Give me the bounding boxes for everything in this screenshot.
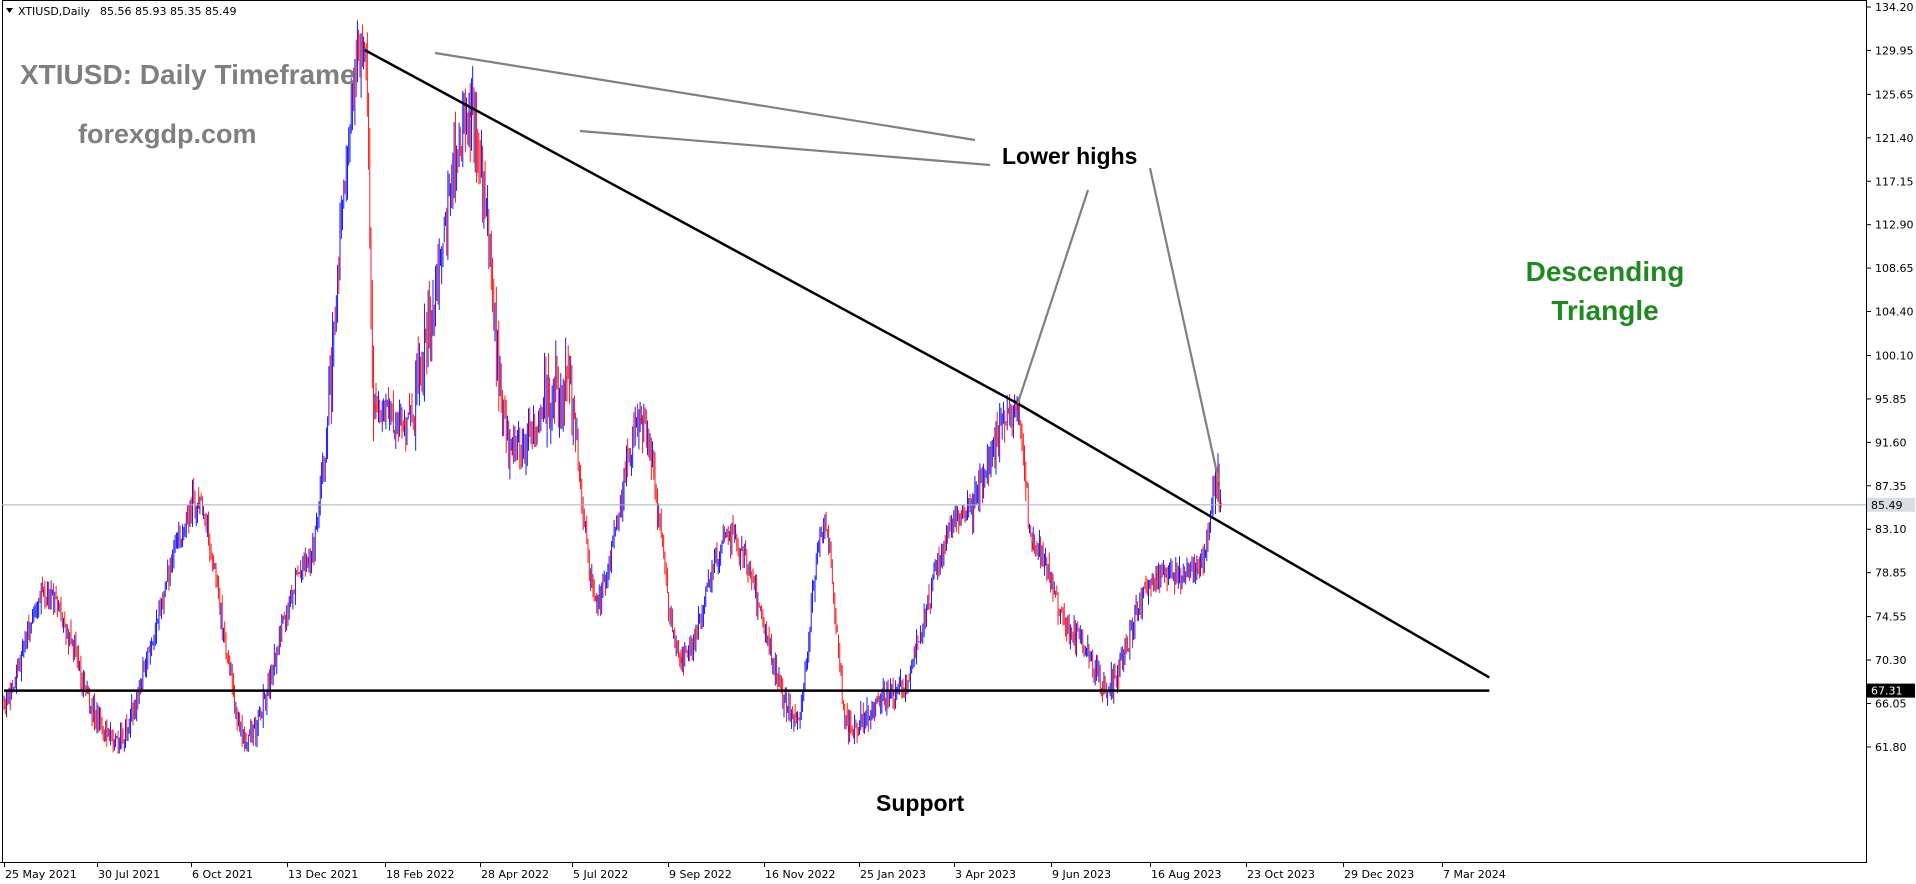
time-tick-label: 29 Dec 2023	[1344, 868, 1414, 881]
price-tick-label: 117.15	[1875, 175, 1914, 188]
price-tick-label: 78.85	[1875, 567, 1907, 580]
support-price-tag-label: 67.31	[1871, 685, 1903, 698]
current-price-tag-label: 85.49	[1871, 499, 1903, 512]
chart-menu-triangle-icon[interactable]	[6, 8, 13, 13]
support-label: Support	[876, 790, 964, 816]
price-tick-label: 125.65	[1875, 88, 1914, 101]
lower-high-pointer	[579, 129, 991, 167]
price-tick-label: 74.55	[1875, 611, 1907, 624]
time-tick-label: 25 Jan 2023	[860, 868, 926, 881]
price-tick-label: 121.40	[1875, 132, 1914, 145]
price-tick-label: 83.10	[1875, 523, 1907, 536]
time-tick-label: 18 Feb 2022	[386, 868, 454, 881]
watermark-site: forexgdp.com	[78, 119, 257, 149]
price-tags: 85.49 67.31	[1867, 497, 1915, 698]
price-tick-label: 108.65	[1875, 262, 1914, 275]
chart-symbol: XTIUSD,Daily	[18, 5, 91, 18]
trendline-layer	[2, 48, 1866, 692]
current-price-tag	[1867, 497, 1915, 512]
candlestick-series	[3, 20, 1222, 755]
price-tick-label: 70.30	[1875, 654, 1907, 667]
price-tick-label: 95.85	[1875, 393, 1907, 406]
time-tick-label: 7 Mar 2024	[1443, 868, 1506, 881]
price-tick-label: 104.40	[1875, 306, 1914, 319]
pointer-lines	[434, 51, 1221, 483]
support-price-tag	[1867, 683, 1915, 698]
price-tick-label: 100.10	[1875, 350, 1914, 363]
chart-ohlc: 85.56 85.93 85.35 85.49	[100, 5, 236, 18]
time-tick-label: 23 Oct 2023	[1247, 868, 1315, 881]
time-tick-label: 16 Nov 2022	[765, 868, 835, 881]
time-axis: 25 May 2021 30 Jul 2021 6 Oct 2021 13 Dec 2…	[4, 862, 1506, 881]
time-tick-label: 9 Jun 2023	[1052, 868, 1111, 881]
price-tick-label: 66.05	[1875, 697, 1907, 710]
lower-highs-label: Lower highs	[1002, 143, 1137, 169]
pattern-label-line2: Triangle	[1551, 295, 1658, 326]
time-tick-label: 16 Aug 2023	[1151, 868, 1221, 881]
time-tick-label: 30 Jul 2021	[98, 868, 160, 881]
watermark-title: XTIUSD: Daily Timeframe	[20, 59, 356, 90]
time-tick-label: 28 Apr 2022	[481, 868, 549, 881]
price-tick-label: 61.80	[1875, 741, 1907, 754]
time-tick-label: 5 Jul 2022	[573, 868, 628, 881]
descending-resistance-line[interactable]	[363, 48, 1490, 679]
lower-high-pointer	[434, 51, 976, 142]
price-tick-label: 134.20	[1875, 1, 1914, 14]
pattern-label-line1: Descending	[1526, 256, 1685, 287]
time-tick-label: 3 Apr 2023	[955, 868, 1016, 881]
price-tick-label: 129.95	[1875, 44, 1914, 57]
time-tick-label: 13 Dec 2021	[288, 868, 358, 881]
price-tick-label: 87.35	[1875, 480, 1907, 493]
time-tick-label: 9 Sep 2022	[669, 868, 732, 881]
price-tick-label: 112.90	[1875, 219, 1914, 232]
price-axis: 134.20 129.95 125.65 121.40 117.15 112.90 108.…	[1866, 1, 1914, 754]
lower-high-pointer	[1016, 189, 1090, 404]
time-tick-label: 25 May 2021	[5, 868, 77, 881]
price-tick-label: 91.60	[1875, 436, 1907, 449]
time-tick-label: 6 Oct 2021	[192, 868, 253, 881]
lower-high-pointer	[1148, 167, 1221, 483]
